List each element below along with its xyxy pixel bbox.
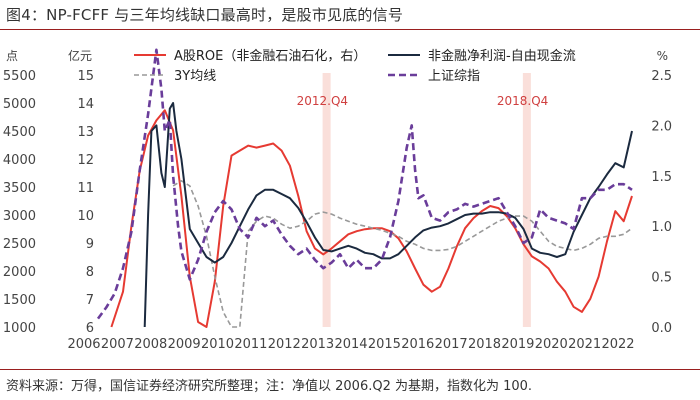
left-outer-tick-label: 5500: [3, 69, 36, 84]
x-tick-label: 2017: [435, 337, 468, 352]
x-tick-label: 2021: [568, 337, 601, 352]
x-tick-label: 2009: [168, 337, 201, 352]
line-chart: 5500 5000 4500 4000 3500 3000 2500 2000 1500 1000…: [3, 48, 672, 352]
left-outer-tick-label: 4500: [3, 125, 36, 140]
x-tick-label: 2019: [501, 337, 534, 352]
right-tick-label: 0.5: [651, 271, 672, 286]
right-tick-label: 2.0: [651, 119, 672, 134]
x-tick-label: 2012: [268, 337, 301, 352]
right-axis: 2.5 2.0 1.5 1.0 0.5 0.0: [651, 69, 672, 336]
left-inner-unit: 亿元: [68, 48, 92, 63]
source-divider: [0, 369, 700, 370]
left-inner-tick-label: 9: [86, 237, 94, 252]
annotation-label-1: 2012.Q4: [297, 94, 348, 108]
right-unit: %: [657, 49, 668, 63]
annotations: 2012.Q4 2018.Q4: [297, 94, 549, 108]
left-outer-tick-label: 3500: [3, 181, 36, 196]
x-tick-label: 2016: [401, 337, 434, 352]
left-inner-tick-label: 8: [86, 265, 94, 280]
right-tick-label: 1.0: [651, 220, 672, 235]
x-tick-label: 2022: [601, 337, 634, 352]
series-line-3: [143, 102, 633, 328]
left-outer-axis: 5500 5000 4500 4000 3500 3000 2500 2000 1500 1000: [3, 69, 36, 336]
left-inner-tick-label: 14: [77, 97, 94, 112]
left-inner-tick-label: 13: [77, 125, 94, 140]
left-outer-unit: 点: [6, 49, 18, 63]
series-line-1: [110, 109, 633, 328]
left-inner-tick-label: 15: [77, 69, 94, 84]
x-tick-label: 2011: [234, 337, 267, 352]
right-tick-label: 1.5: [651, 170, 672, 185]
legend-entry-4: 上证综指: [428, 69, 480, 84]
x-tick-label: 2015: [368, 337, 401, 352]
annotation-label-2: 2018.Q4: [497, 94, 548, 108]
x-tick-label: 2010: [201, 337, 234, 352]
x-tick-label: 2020: [535, 337, 568, 352]
left-inner-tick-label: 12: [77, 153, 94, 168]
left-outer-tick-label: 2000: [3, 265, 36, 280]
series-line-4: [96, 48, 633, 320]
left-inner-tick-label: 7: [86, 293, 94, 308]
source-note: 资料来源：万得，国信证券经济研究所整理；注：净值以 2006.Q2 为基期，指数…: [6, 379, 533, 394]
left-outer-tick-label: 2500: [3, 237, 36, 252]
left-outer-tick-label: 1500: [3, 293, 36, 308]
axis-units: 点 亿元%: [6, 48, 668, 63]
left-inner-axis: 15 14 13 12 11 10 9 8 7 6: [77, 69, 94, 336]
x-tick-label: 2013: [301, 337, 334, 352]
x-axis: 2006 2007 2008 2009 2010 2011 2012 2013 2014 2015…: [67, 337, 634, 352]
left-inner-tick-label: 11: [77, 181, 94, 196]
x-tick-label: 2014: [334, 337, 367, 352]
title-bar: 图4：NP-FCFF 与三年均线缺口最高时，是股市见底的信号: [0, 0, 700, 30]
left-inner-tick-label: 10: [77, 209, 94, 224]
left-outer-tick-label: 5000: [3, 97, 36, 112]
left-outer-tick-label: 1000: [3, 321, 36, 336]
left-outer-tick-label: 3000: [3, 209, 36, 224]
chart-title: 图4：NP-FCFF 与三年均线缺口最高时，是股市见底的信号: [6, 6, 404, 24]
series-layer: [96, 48, 633, 328]
series-line-2: [172, 180, 633, 328]
left-inner-tick-label: 6: [86, 321, 94, 336]
x-tick-label: 2006: [67, 337, 100, 352]
x-tick-label: 2007: [101, 337, 134, 352]
left-outer-tick-label: 4000: [3, 153, 36, 168]
legend-entry-2: 3Y均线: [174, 69, 216, 84]
x-tick-label: 2018: [468, 337, 501, 352]
x-tick-label: 2008: [134, 337, 167, 352]
highlight-band-2: [522, 73, 531, 327]
highlight-bands: [322, 73, 531, 327]
highlight-band-1: [322, 73, 331, 327]
right-tick-label: 0.0: [651, 321, 672, 336]
legend-entry-1: A股ROE（非金融石油石化，右）: [174, 48, 366, 64]
right-tick-label: 2.5: [651, 69, 672, 84]
legend-entry-3: 非金融净利润-自由现金流: [428, 48, 576, 64]
